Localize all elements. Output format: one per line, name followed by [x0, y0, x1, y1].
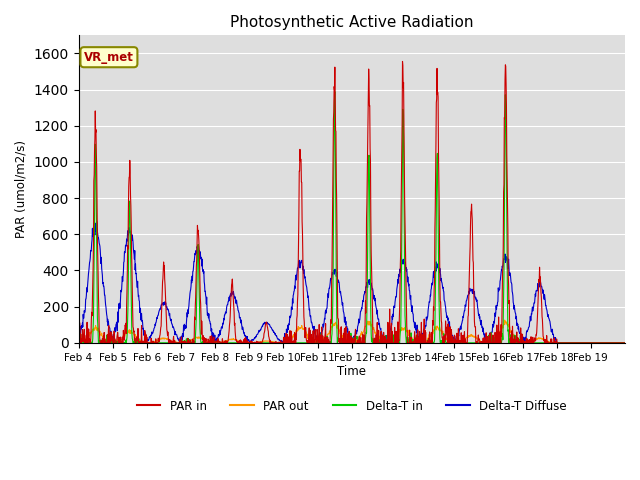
PAR in [76, 340, 84, 346]
PAR in [328, 320, 335, 326]
PAR in [481, 339, 489, 345]
Delta-T Diffuse [93, 218, 100, 224]
PAR out [338, 331, 346, 336]
Delta-T Diffuse [75, 332, 83, 338]
PAR in [561, 340, 569, 346]
Delta-T Diffuse [615, 340, 623, 346]
PAR out [615, 340, 623, 346]
PAR in [75, 324, 83, 330]
PAR in [621, 340, 629, 346]
PAR out [161, 336, 168, 342]
Delta-T in [331, 89, 339, 95]
PAR out [481, 340, 488, 346]
Line: Delta-T Diffuse: Delta-T Diffuse [79, 221, 625, 343]
PAR in [399, 59, 406, 64]
X-axis label: Time: Time [337, 365, 366, 378]
Legend: PAR in, PAR out, Delta-T in, Delta-T Diffuse: PAR in, PAR out, Delta-T in, Delta-T Dif… [132, 395, 572, 417]
Line: PAR out: PAR out [79, 320, 625, 343]
Line: Delta-T in: Delta-T in [79, 92, 625, 343]
Delta-T Diffuse [328, 276, 335, 282]
PAR out [328, 324, 335, 330]
Delta-T Diffuse [338, 300, 346, 306]
Delta-T in [75, 340, 83, 346]
Delta-T in [561, 340, 569, 346]
Text: VR_met: VR_met [84, 51, 134, 64]
PAR in [338, 334, 346, 340]
PAR in [161, 263, 168, 268]
Delta-T in [338, 340, 346, 346]
Delta-T Diffuse [621, 340, 629, 346]
Delta-T in [327, 340, 335, 346]
PAR in [615, 340, 623, 346]
Line: PAR in: PAR in [79, 61, 625, 343]
Delta-T in [614, 340, 622, 346]
PAR out [500, 317, 508, 323]
PAR out [561, 340, 569, 346]
PAR out [76, 340, 84, 346]
Delta-T in [621, 340, 629, 346]
Title: Photosynthetic Active Radiation: Photosynthetic Active Radiation [230, 15, 474, 30]
Delta-T Diffuse [481, 331, 489, 337]
PAR out [75, 340, 83, 346]
Delta-T in [481, 340, 488, 346]
Delta-T Diffuse [161, 301, 168, 307]
Delta-T Diffuse [108, 340, 116, 346]
PAR out [621, 340, 629, 346]
Delta-T Diffuse [561, 340, 569, 346]
Y-axis label: PAR (umol/m2/s): PAR (umol/m2/s) [15, 140, 28, 238]
Delta-T in [160, 340, 168, 346]
